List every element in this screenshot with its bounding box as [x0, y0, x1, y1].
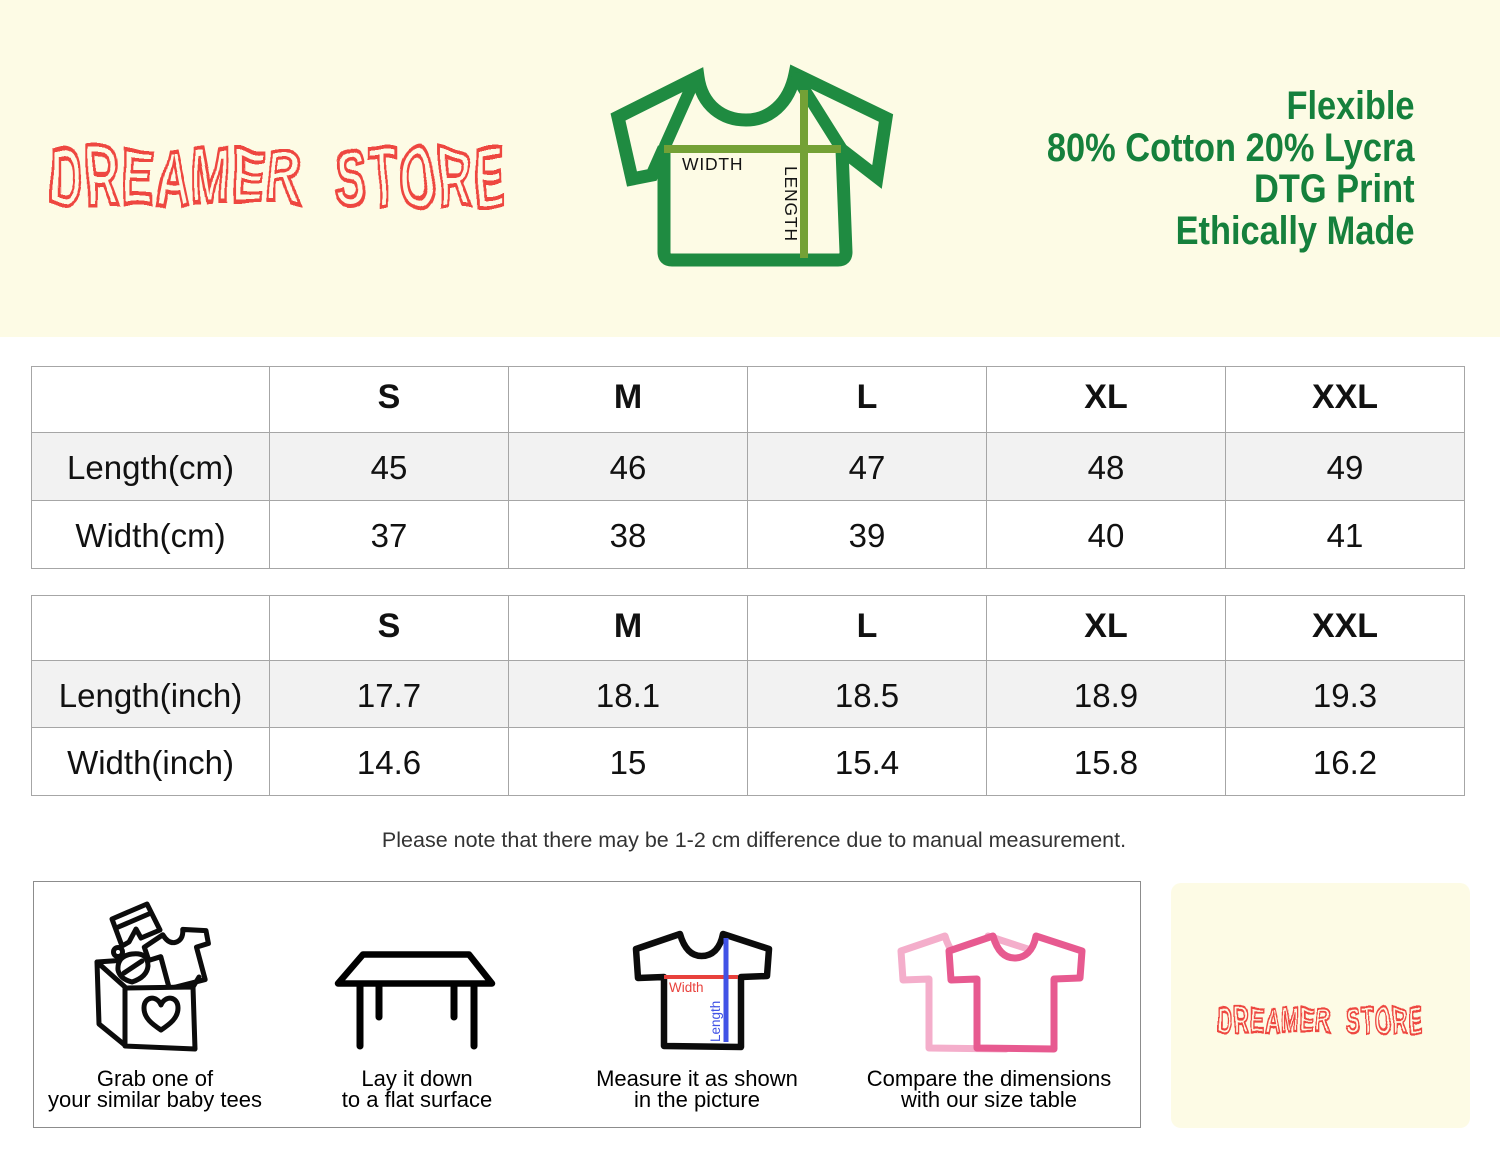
svg-text:Length: Length [708, 1001, 723, 1042]
svg-text:DREAMER STORE: DREAMER STORE [1217, 1001, 1423, 1041]
svg-text:Width: Width [669, 980, 704, 995]
svg-text:DREAMER STORE: DREAMER STORE [49, 130, 507, 221]
svg-text:LENGTH: LENGTH [781, 166, 801, 242]
svg-text:WIDTH: WIDTH [682, 154, 743, 174]
